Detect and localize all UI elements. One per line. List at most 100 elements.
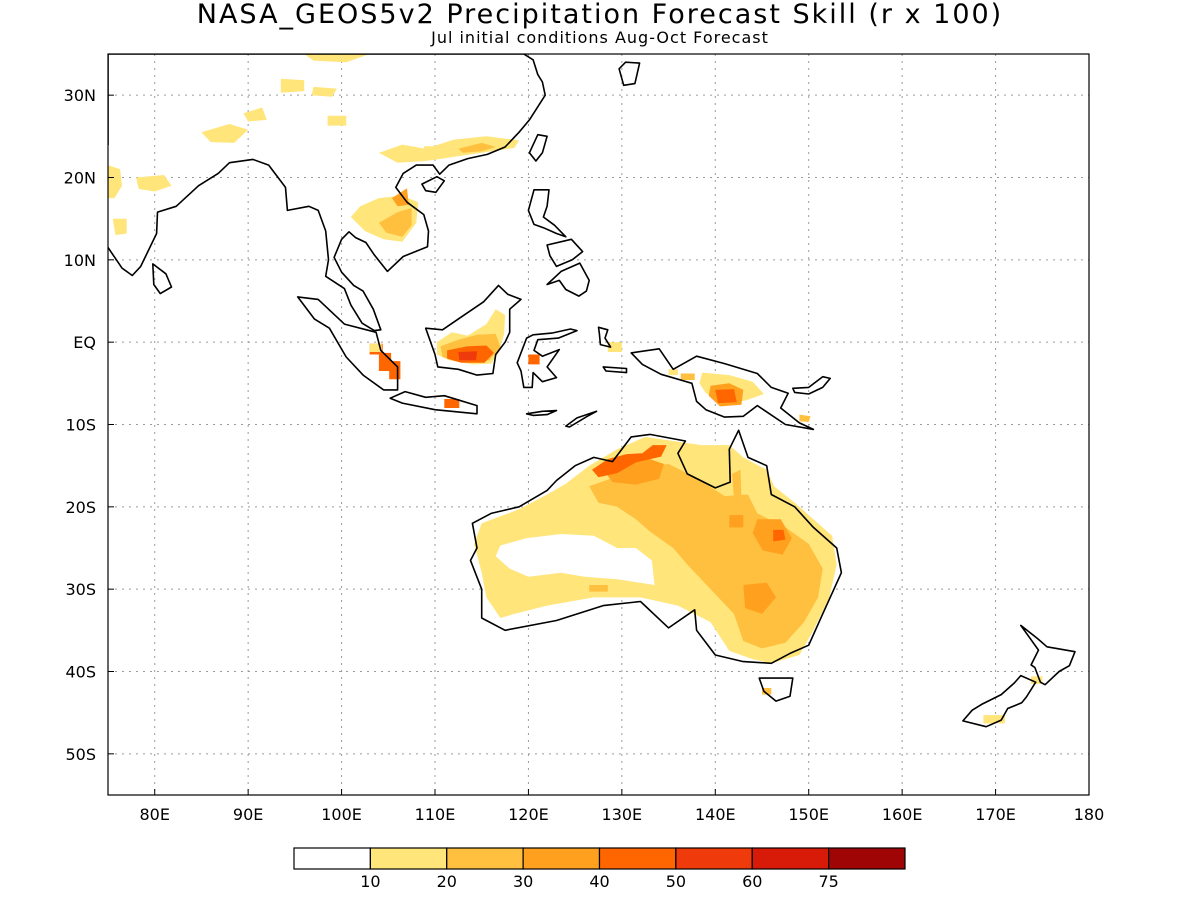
longitude-labels: 80E 90E 100E 110E 120E 130E 140E 150E 160E 170E 18… bbox=[139, 789, 1104, 824]
colorbar-swatch bbox=[598, 847, 677, 870]
skill-patch bbox=[680, 373, 695, 380]
skill-patch bbox=[603, 457, 664, 485]
lon-tick-label: 180 bbox=[1074, 805, 1105, 824]
coastline-visayas bbox=[546, 238, 584, 268]
coastline-flores bbox=[525, 409, 558, 417]
lat-tick-label: 30S bbox=[65, 580, 96, 599]
coastline-sulawesi bbox=[516, 328, 578, 389]
latitude-labels: 30N 20N 10N EQ 10S 20S 30S 40S 50S bbox=[64, 86, 114, 764]
chart-subtitle: Jul initial conditions Aug-Oct Forecast bbox=[431, 28, 769, 47]
colorbar-swatch bbox=[751, 847, 830, 870]
skill-patch bbox=[729, 515, 744, 528]
skill-patch bbox=[776, 649, 790, 657]
coastline-borneo bbox=[424, 284, 522, 376]
coastline-mainland-asia bbox=[108, 54, 547, 332]
colorbar-label: 20 bbox=[437, 872, 457, 891]
skill-patch bbox=[743, 582, 776, 614]
skill-patch bbox=[715, 389, 737, 404]
colorbar-swatch bbox=[293, 847, 371, 870]
coastline-new-guinea bbox=[630, 347, 815, 431]
lon-tick-label: 80E bbox=[139, 805, 169, 824]
skill-patch bbox=[201, 124, 249, 143]
coastline-seram bbox=[602, 366, 628, 374]
lat-tick-label: 10N bbox=[64, 251, 96, 270]
lon-tick-label: 150E bbox=[788, 805, 829, 824]
coastline-java bbox=[389, 390, 478, 415]
graticule bbox=[108, 54, 1089, 795]
lon-tick-label: 140E bbox=[695, 805, 736, 824]
coastline-tasmania bbox=[758, 677, 794, 702]
lon-tick-label: 100E bbox=[321, 805, 362, 824]
colorbar-label: 50 bbox=[666, 872, 686, 891]
skill-patch bbox=[378, 136, 520, 163]
skill-patch bbox=[444, 399, 460, 408]
coastline-nz-south bbox=[962, 674, 1037, 728]
coastline-sumatra bbox=[296, 296, 399, 391]
coastline-timor bbox=[564, 410, 598, 428]
coastline-australia bbox=[469, 429, 843, 665]
skill-patch bbox=[311, 86, 337, 97]
skill-shading bbox=[108, 54, 1043, 724]
coastline-sri-lanka bbox=[152, 263, 173, 295]
skill-patch bbox=[732, 469, 742, 499]
coastline-hainan bbox=[421, 175, 446, 194]
coastlines bbox=[108, 54, 1076, 728]
chart-title: NASA_GEOS5v2 Precipitation Forecast Skil… bbox=[196, 0, 1004, 30]
colorbar-label: 30 bbox=[513, 872, 533, 891]
lat-tick-label: 40S bbox=[65, 663, 96, 682]
lon-tick-label: 170E bbox=[975, 805, 1016, 824]
colorbar-swatch bbox=[446, 847, 524, 870]
skill-patch bbox=[243, 107, 267, 122]
lat-tick-label: 10S bbox=[65, 416, 96, 435]
colorbar-swatch bbox=[522, 847, 601, 870]
coastline-taiwan bbox=[528, 133, 548, 162]
colorbar-label: 10 bbox=[360, 872, 380, 891]
skill-patch bbox=[108, 165, 122, 199]
skill-patch bbox=[369, 343, 401, 380]
skill-patch bbox=[762, 688, 772, 695]
lon-tick-label: 90E bbox=[233, 805, 263, 824]
skill-patch bbox=[136, 175, 172, 192]
lat-tick-label: 20N bbox=[64, 169, 96, 188]
lon-tick-label: 160E bbox=[882, 805, 923, 824]
skill-patch bbox=[392, 188, 409, 207]
skill-patch bbox=[668, 369, 678, 376]
colorbar-swatch bbox=[369, 847, 448, 870]
lon-tick-label: 110E bbox=[415, 805, 456, 824]
coastline-new-britain bbox=[791, 375, 832, 395]
skill-patch bbox=[589, 585, 608, 592]
skill-patch bbox=[369, 343, 382, 352]
colorbar-label: 40 bbox=[589, 872, 609, 891]
colorbar-label: 60 bbox=[742, 872, 762, 891]
coastline-japan-kyushu bbox=[618, 61, 641, 87]
coastline-luzon bbox=[527, 189, 567, 238]
lat-tick-label: EQ bbox=[73, 333, 96, 352]
skill-patch bbox=[773, 529, 786, 542]
skill-patch bbox=[458, 142, 496, 153]
skill-patch bbox=[495, 534, 655, 585]
colorbar-swatch bbox=[828, 847, 906, 870]
lat-tick-label: 30N bbox=[64, 86, 96, 105]
colorbar-label: 75 bbox=[818, 872, 838, 891]
skill-patch bbox=[752, 519, 792, 555]
lon-tick-label: 130E bbox=[602, 805, 643, 824]
skill-patch bbox=[280, 78, 305, 93]
colorbar-swatch bbox=[675, 847, 753, 870]
lat-tick-label: 50S bbox=[65, 745, 96, 764]
coastline-nz-north bbox=[1019, 624, 1076, 686]
skill-patch bbox=[112, 218, 127, 236]
skill-patch bbox=[458, 351, 477, 361]
coastline-halmahera bbox=[597, 326, 612, 348]
coastline-mindanao bbox=[546, 262, 591, 297]
skill-patch bbox=[423, 146, 445, 156]
skill-patch bbox=[607, 342, 622, 352]
skill-patch bbox=[528, 354, 540, 365]
lon-tick-label: 120E bbox=[508, 805, 549, 824]
skill-patch bbox=[327, 115, 347, 126]
lat-tick-label: 20S bbox=[65, 498, 96, 517]
skill-patch bbox=[799, 414, 811, 422]
colorbar: 10 20 30 40 50 60 75 bbox=[293, 847, 906, 891]
skill-patch bbox=[304, 54, 370, 63]
skill-patch bbox=[378, 208, 412, 237]
